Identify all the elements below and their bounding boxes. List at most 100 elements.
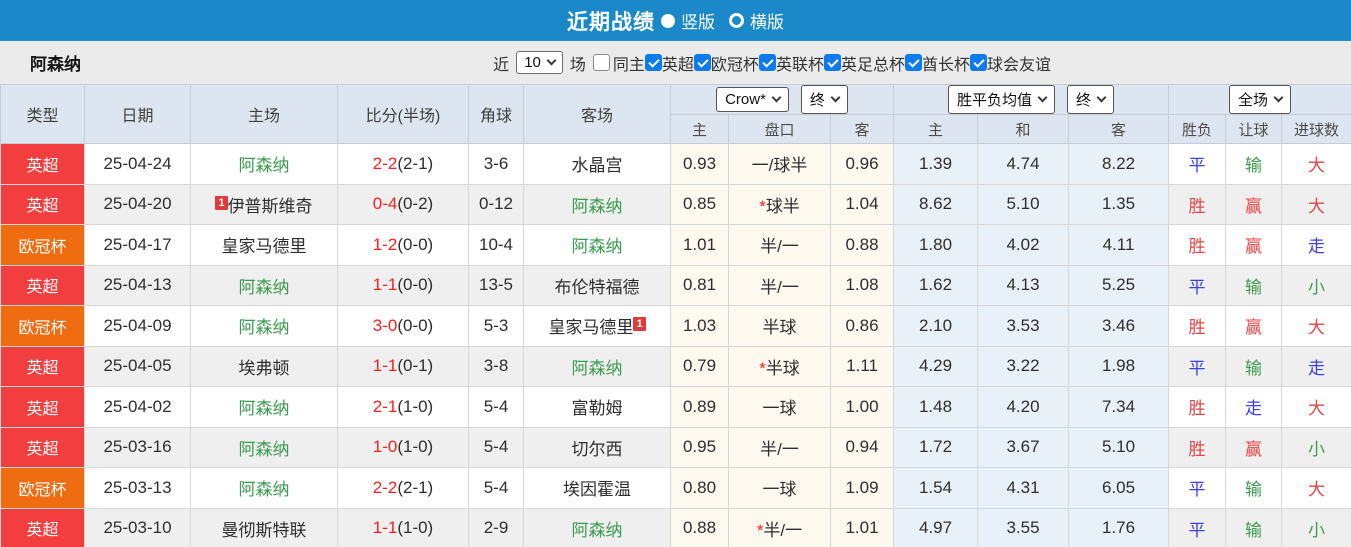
layout-option-vertical[interactable]: 竖版 [661,8,715,33]
home-team-cell: 阿森纳 [190,143,338,185]
away-team-cell: 水晶宫 [523,143,671,185]
competition-checkbox-1[interactable] [693,54,711,71]
mean-away-cell: 5.25 [1068,264,1170,306]
mean-draw-cell: 4.20 [977,386,1070,428]
full-time-score: 2-2 [372,153,398,173]
competition-checkbox-3[interactable] [823,54,841,71]
date-cell: 25-04-13 [84,264,191,306]
team-name-text: 阿森纳 [238,318,290,338]
corners-cell: 3-8 [468,345,524,387]
col-header-corners: 角球 [468,84,524,144]
sub-header-outcome: 胜负 [1168,114,1227,144]
half-time-score: (1-0) [397,437,434,457]
home-team-cell: 1 伊普斯维奇 [190,183,338,225]
odds-away-cell: 1.08 [829,264,895,306]
odds-time-select[interactable]: 终 [800,85,848,114]
mean-draw-cell: 4.31 [977,467,1070,509]
handicap-result-cell: 赢 [1225,224,1283,266]
handicap-result-cell: 赢 [1225,426,1283,468]
half-time-score: (1-0) [397,518,434,538]
handicap-result-cell: 赢 [1225,183,1283,225]
layout-option-label[interactable]: 横版 [750,13,784,32]
home-team-cell: 阿森纳 [190,467,338,509]
competition-checkbox-2[interactable] [758,54,776,71]
away-team-cell: 埃因霍温 [523,467,671,509]
mean-odds-group-header: 胜平负均值 终 [893,84,1170,115]
score-cell: 2-1(1-0) [337,386,469,428]
odds-away-cell: 0.94 [829,426,895,468]
page-title: 近期战绩 [567,10,655,34]
handicap-odds-group-header: Crow* 终 [669,84,895,115]
corners-cell: 0-12 [468,183,524,225]
mean-draw-cell: 3.67 [977,426,1070,468]
home-team-cell: 阿森纳 [190,426,338,468]
type-badge: 英超 [0,183,85,225]
full-time-score: 0-4 [372,194,398,214]
date-cell: 25-04-05 [84,345,191,387]
type-badge: 英超 [0,143,85,185]
half-time-score: (0-2) [397,194,434,214]
recent-count-select[interactable]: 10 [516,51,563,74]
score-cell: 1-1(0-0) [337,264,469,306]
handicap-result-cell: 走 [1225,386,1283,428]
team-name-text: 阿森纳 [571,358,623,378]
same-venue-checkbox[interactable] [592,54,610,71]
mean-home-cell: 4.29 [893,345,979,387]
table-row: 英超 25-04-02 阿森纳 2-1(1-0) 5-4 富勒姆 0.89 一球 1.00 1.4… [0,386,1351,428]
recent-count-value: 10 [524,54,541,71]
odds-home-cell: 1.01 [670,224,729,266]
half-time-score: (2-1) [397,477,434,497]
radio-unselected-icon[interactable] [729,13,744,28]
table-row: 英超 25-03-10 曼彻斯特联 1-1(1-0) 2-9 阿森纳 0.88 *半/一 1.0… [0,507,1351,547]
team-name-text: 阿森纳 [571,196,623,216]
outcome-cell: 平 [1168,467,1227,509]
team-name-text: 皇家马德里 [221,237,307,257]
competition-label-4: 酋长杯 [921,56,970,74]
mean-odds-value: 胜平负均值 [957,92,1033,109]
away-team-cell: 布伦特福德 [523,264,671,306]
score-cell: 1-1(0-1) [337,345,469,387]
odds-company-select[interactable]: Crow* [716,87,789,112]
team-name-text: 阿森纳 [238,439,290,459]
mean-draw-cell: 3.53 [977,305,1070,347]
mean-home-cell: 8.62 [893,183,979,225]
score-cell: 0-4(0-2) [337,183,469,225]
home-team-cell: 阿森纳 [190,264,338,306]
rank-marker: 1 [215,195,228,210]
score-cell: 2-2(2-1) [337,143,469,185]
corners-cell: 5-4 [468,386,524,428]
competition-label-5: 球会友谊 [986,56,1051,74]
team-name-text: 阿森纳 [571,237,623,257]
competition-checkbox-5[interactable] [969,54,987,71]
col-header-away: 客场 [523,84,671,144]
full-time-score: 2-1 [372,396,398,416]
mean-away-cell: 1.98 [1068,345,1170,387]
competition-checkbox-4[interactable] [904,54,922,71]
scope-select[interactable]: 全场 [1229,85,1292,114]
team-name-text: 切尔西 [571,439,623,459]
odds-home-cell: 0.80 [670,467,729,509]
col-header-score: 比分(半场) [337,84,469,144]
goals-result-cell: 大 [1281,305,1351,347]
team-name-text: 富勒姆 [571,399,623,419]
full-time-score: 1-1 [372,275,398,295]
away-team-cell: 阿森纳 [523,345,671,387]
table-row: 英超 25-04-20 1 伊普斯维奇 0-4(0-2) 0-12 阿森纳 0.85 *球半 1.… [0,183,1351,225]
mean-time-select[interactable]: 终 [1067,85,1115,114]
mean-odds-select[interactable]: 胜平负均值 [948,85,1056,114]
filter-bar: 阿森纳 近 10 场 同主 英超 欧冠杯 英联杯 英足总杯 酋长杯 球会友谊 [0,41,1351,84]
half-time-score: (0-0) [397,275,434,295]
radio-selected-icon[interactable] [661,13,675,28]
type-badge: 英超 [0,426,85,468]
handicap-result-cell: 输 [1225,143,1283,185]
mean-draw-cell: 3.22 [977,345,1070,387]
handicap-cell: *半球 [728,345,831,387]
layout-option-horizontal[interactable]: 横版 [729,8,784,33]
competition-checkbox-0[interactable] [644,54,662,71]
type-badge: 欧冠杯 [0,305,85,347]
chevron-down-icon [771,92,782,103]
layout-option-label[interactable]: 竖版 [681,13,715,32]
mean-home-cell: 1.62 [893,264,979,306]
scope-value: 全场 [1238,92,1269,109]
